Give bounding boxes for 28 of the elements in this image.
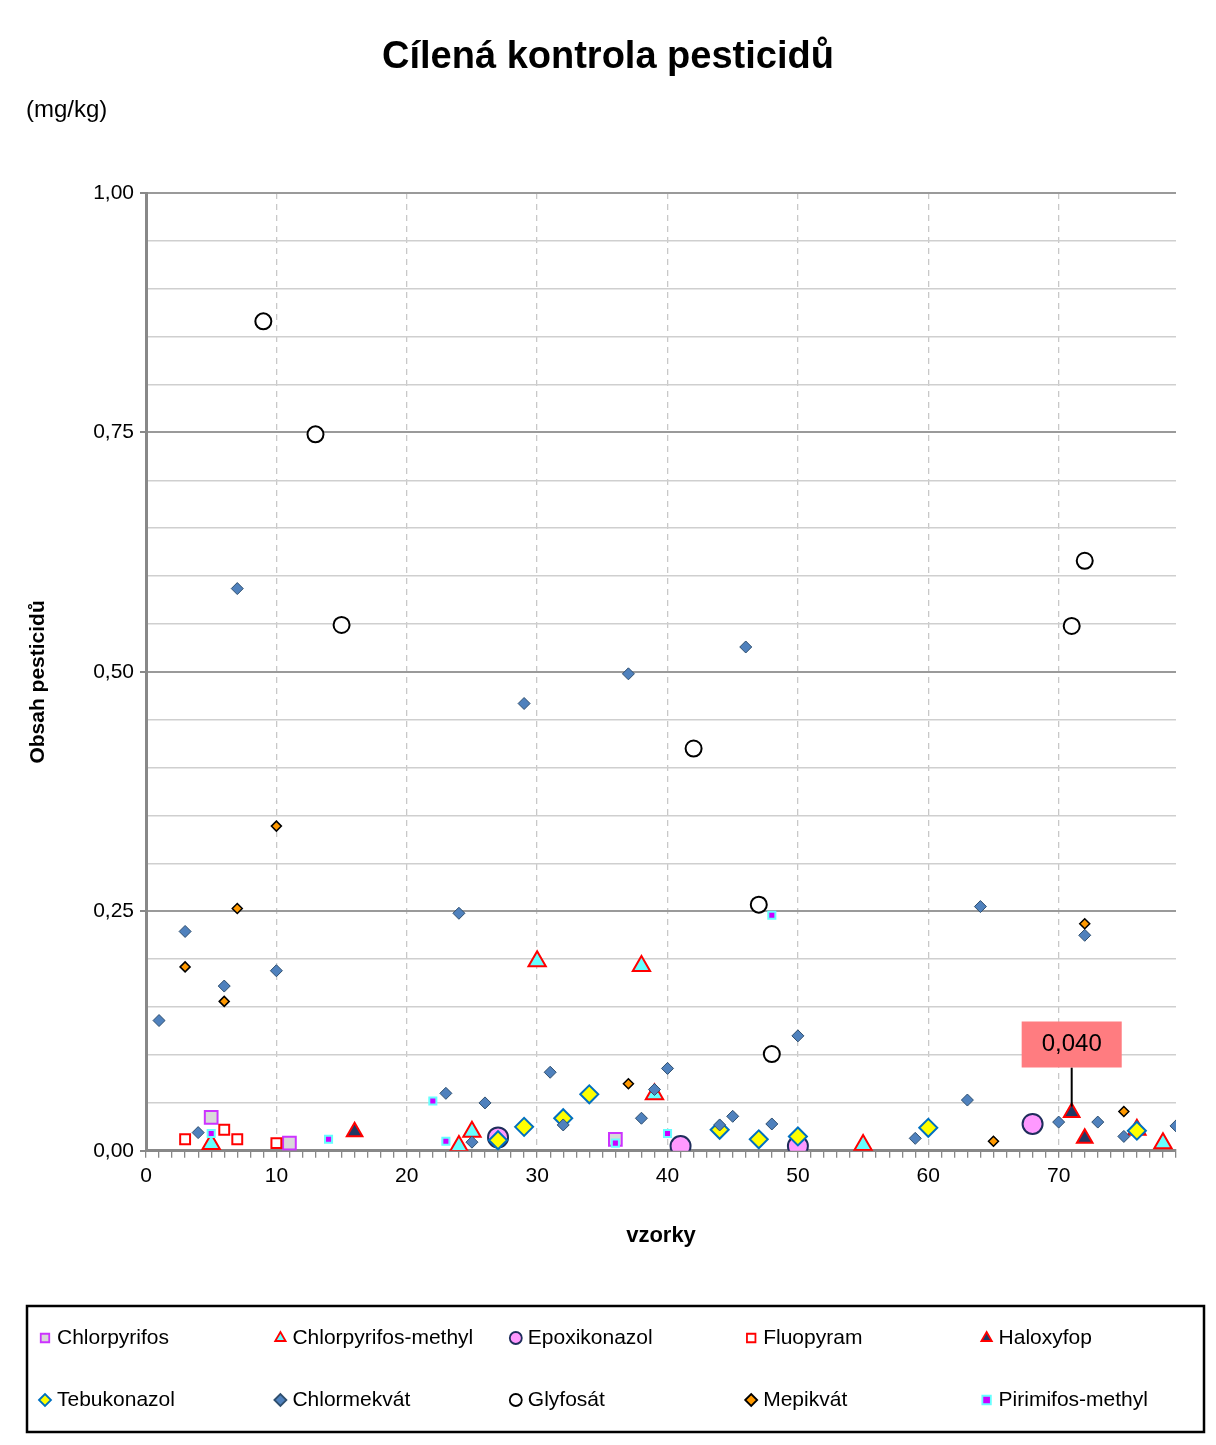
chart-title: Cílená kontrola pesticidů — [382, 34, 834, 77]
x-tick-label: 10 — [264, 1163, 289, 1187]
legend-label: Haloxyfop — [998, 1324, 1092, 1348]
y-axis-title: Obsah pesticidů — [24, 600, 48, 764]
legend-label: Glyfosát — [527, 1386, 605, 1410]
y-tick-label: 0,50 — [93, 658, 134, 682]
legend-label: Fluopyram — [763, 1324, 863, 1348]
x-tick-label: 60 — [916, 1163, 940, 1187]
legend-label: Pirimifos-methyl — [998, 1386, 1148, 1410]
x-tick-label: 50 — [786, 1163, 810, 1187]
y-tick-label: 0,00 — [93, 1137, 134, 1161]
x-tick-label: 30 — [525, 1163, 549, 1187]
x-tick-label: 0 — [140, 1163, 152, 1187]
legend-label: Chlorpyrifos — [57, 1324, 170, 1348]
legend-label: Epoxikonazol — [527, 1324, 653, 1348]
legend-label: Mepikvát — [763, 1386, 848, 1410]
legend-label: Chlorpyrifos-methyl — [292, 1324, 474, 1348]
y-tick-label: 0,25 — [93, 898, 134, 922]
x-tick-label: 20 — [395, 1163, 419, 1187]
annotation: 0,040 — [1041, 1029, 1102, 1057]
x-tick-label: 70 — [1046, 1163, 1071, 1187]
y-tick-label: 1,00 — [93, 179, 134, 203]
legend-label: Tebukonazol — [57, 1386, 175, 1410]
x-axis-title: vzorky — [626, 1222, 697, 1248]
legend-label: Chlormekvát — [292, 1386, 411, 1410]
y-tick-label: 0,75 — [93, 419, 134, 443]
x-tick-label: 40 — [655, 1163, 680, 1187]
text: (mg/kg) — [26, 94, 108, 122]
